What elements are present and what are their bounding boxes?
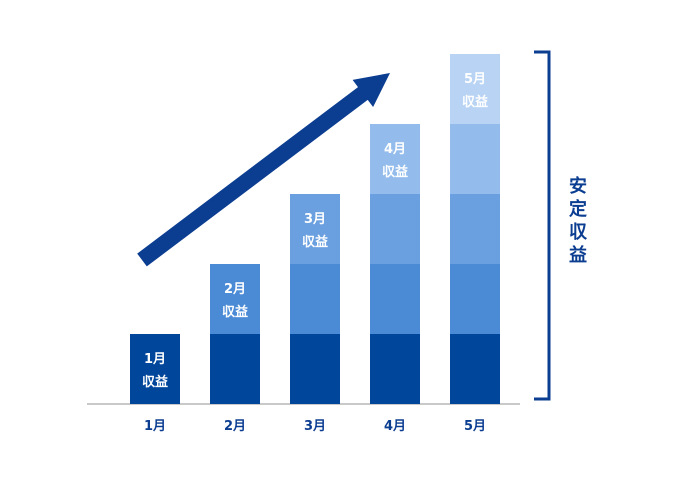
bar-segment-1-1 — [130, 334, 180, 404]
bar-segment-2-1 — [210, 334, 260, 404]
x-tick-label: 2月 — [224, 419, 246, 434]
segment-label-month-5: 5月 — [464, 72, 486, 87]
x-tick-label: 1月 — [144, 419, 166, 434]
segment-label-revenue-5: 収益 — [462, 94, 488, 110]
segment-label-month-2: 2月 — [224, 282, 246, 297]
bracket-icon — [534, 50, 551, 401]
bar-segment-5-1 — [450, 334, 500, 404]
bar-segment-5-3 — [450, 194, 500, 264]
segment-label-revenue-2: 収益 — [222, 304, 248, 320]
bracket-label: 安定収益 — [569, 175, 588, 266]
segment-label-month-3: 3月 — [304, 212, 326, 227]
upward-arrow-icon — [137, 73, 390, 267]
segment-label-revenue-4: 収益 — [382, 164, 408, 180]
bar-segment-4-4 — [370, 124, 420, 194]
bar-segment-5-2 — [450, 264, 500, 334]
segment-label-month-1: 1月 — [144, 352, 166, 367]
segment-label-month-4: 4月 — [384, 142, 406, 157]
segment-label-revenue-1: 収益 — [142, 374, 168, 390]
bar-segment-4-1 — [370, 334, 420, 404]
segment-label-revenue-3: 収益 — [302, 234, 328, 250]
bar-segment-3-3 — [290, 194, 340, 264]
bar-segment-4-3 — [370, 194, 420, 264]
bar-segment-5-4 — [450, 124, 500, 194]
bars-group — [130, 54, 500, 404]
x-tick-label: 4月 — [384, 419, 406, 434]
bar-segment-3-1 — [290, 334, 340, 404]
x-tick-label: 3月 — [304, 419, 326, 434]
bar-segment-4-2 — [370, 264, 420, 334]
x-tick-label: 5月 — [464, 419, 486, 434]
x-tick-labels-group: 1月 2月 3月 4月 5月 — [144, 419, 486, 434]
bar-segment-5-5 — [450, 54, 500, 124]
bar-segment-2-2 — [210, 264, 260, 334]
bar-segment-3-2 — [290, 264, 340, 334]
